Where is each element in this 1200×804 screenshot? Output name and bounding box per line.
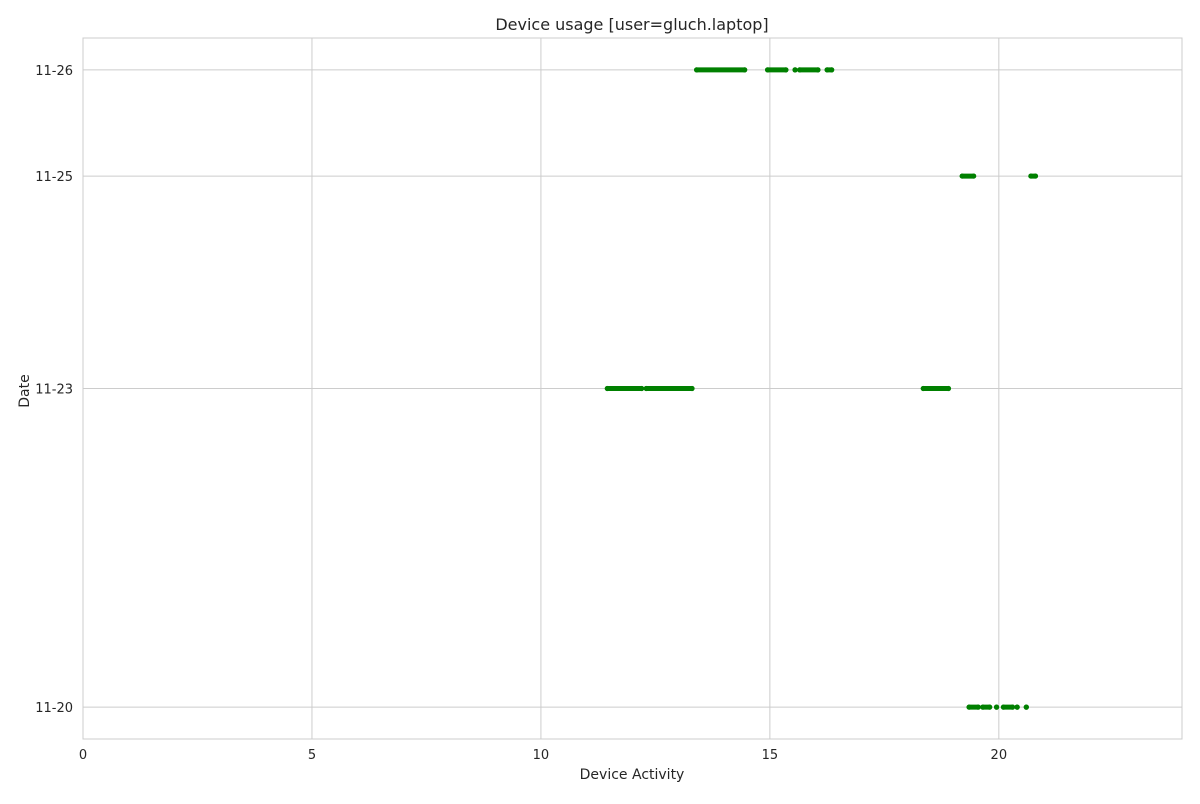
activity-point: [764, 67, 771, 73]
activity-point: [604, 385, 610, 392]
activity-point: [824, 67, 830, 73]
y-tick-label: 11-25: [35, 170, 73, 185]
activity-point: [966, 704, 972, 710]
activity-point: [829, 67, 835, 73]
tick-layer: 0 5 10 15 20 11-20 11-23 11-25 11-26: [35, 64, 1007, 763]
activity-segment: [824, 67, 835, 73]
activity-point: [987, 704, 993, 710]
activity-segment: [966, 704, 981, 710]
data-layer: [604, 67, 1039, 710]
activity-segment: [959, 173, 977, 179]
activity-segment: [694, 67, 748, 73]
activity-point: [1009, 704, 1016, 710]
activity-segment: [792, 67, 798, 73]
activity-point: [797, 67, 803, 73]
activity-point: [1032, 173, 1039, 179]
activity-point: [1028, 173, 1034, 179]
activity-segment: [1000, 704, 1016, 710]
activity-point: [643, 385, 649, 392]
plot-frame: [82, 37, 1183, 740]
x-tick-label: 5: [308, 748, 316, 763]
x-tick-label: 10: [533, 748, 550, 763]
activity-point: [783, 67, 789, 73]
activity-point: [993, 704, 1000, 710]
x-axis-label: Device Activity: [580, 767, 685, 783]
activity-segment: [1014, 704, 1020, 710]
activity-point: [971, 173, 977, 179]
activity-point: [639, 385, 645, 392]
y-tick-label: 11-23: [35, 383, 73, 398]
activity-point: [920, 385, 926, 392]
activity-segment: [797, 67, 821, 73]
activity-point: [945, 385, 952, 392]
activity-point: [689, 385, 695, 392]
activity-point: [980, 704, 986, 710]
activity-point: [1000, 704, 1007, 710]
activity-point: [975, 704, 981, 710]
activity-segment: [1028, 173, 1039, 179]
activity-segment: [920, 385, 952, 392]
activity-point: [815, 67, 821, 73]
y-tick-label: 11-20: [35, 701, 73, 716]
activity-point: [1023, 704, 1029, 710]
activity-point: [1014, 704, 1020, 710]
activity-segment: [980, 704, 993, 710]
activity-segment: [764, 67, 789, 73]
activity-point: [959, 173, 965, 179]
activity-point: [694, 67, 700, 73]
activity-segment: [993, 704, 1000, 710]
activity-segment: [1023, 704, 1029, 710]
x-tick-label: 20: [991, 748, 1008, 763]
activity-point: [742, 67, 748, 73]
activity-point: [792, 67, 798, 73]
activity-segment: [643, 385, 695, 392]
y-tick-label: 11-26: [35, 64, 73, 79]
chart-title: Device usage [user=gluch.laptop]: [495, 15, 768, 34]
x-tick-label: 0: [79, 748, 87, 763]
y-axis-label: Date: [17, 374, 33, 407]
x-tick-label: 15: [762, 748, 779, 763]
activity-segment: [604, 385, 645, 392]
